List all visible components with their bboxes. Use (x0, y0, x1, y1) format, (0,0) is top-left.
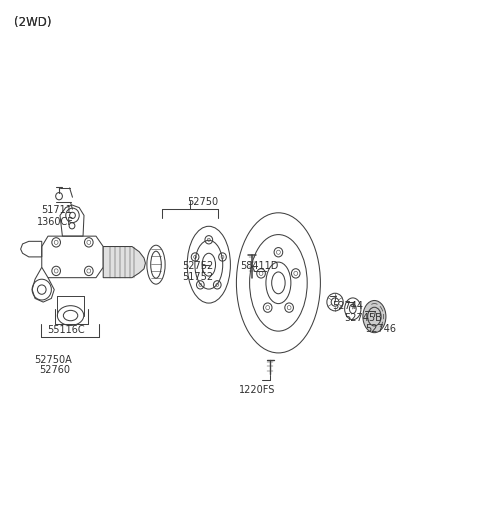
Text: 52745B: 52745B (345, 312, 383, 323)
Text: 55116C: 55116C (47, 324, 84, 335)
Ellipse shape (363, 301, 386, 333)
Text: 58411D: 58411D (240, 261, 278, 271)
Text: 52746: 52746 (365, 324, 396, 334)
Text: (2WD): (2WD) (14, 16, 52, 29)
Text: 52752: 52752 (182, 261, 214, 271)
Polygon shape (103, 247, 145, 278)
Text: 1220FS: 1220FS (239, 385, 276, 395)
Text: (2WD): (2WD) (14, 16, 52, 29)
Text: 52744: 52744 (333, 301, 364, 311)
Text: 1360CF: 1360CF (37, 216, 74, 227)
Text: 51752: 51752 (182, 271, 214, 282)
Text: 51711: 51711 (41, 205, 72, 215)
Text: 52750A: 52750A (35, 354, 72, 365)
Text: 52760: 52760 (39, 365, 71, 375)
Text: 52750: 52750 (187, 197, 218, 208)
